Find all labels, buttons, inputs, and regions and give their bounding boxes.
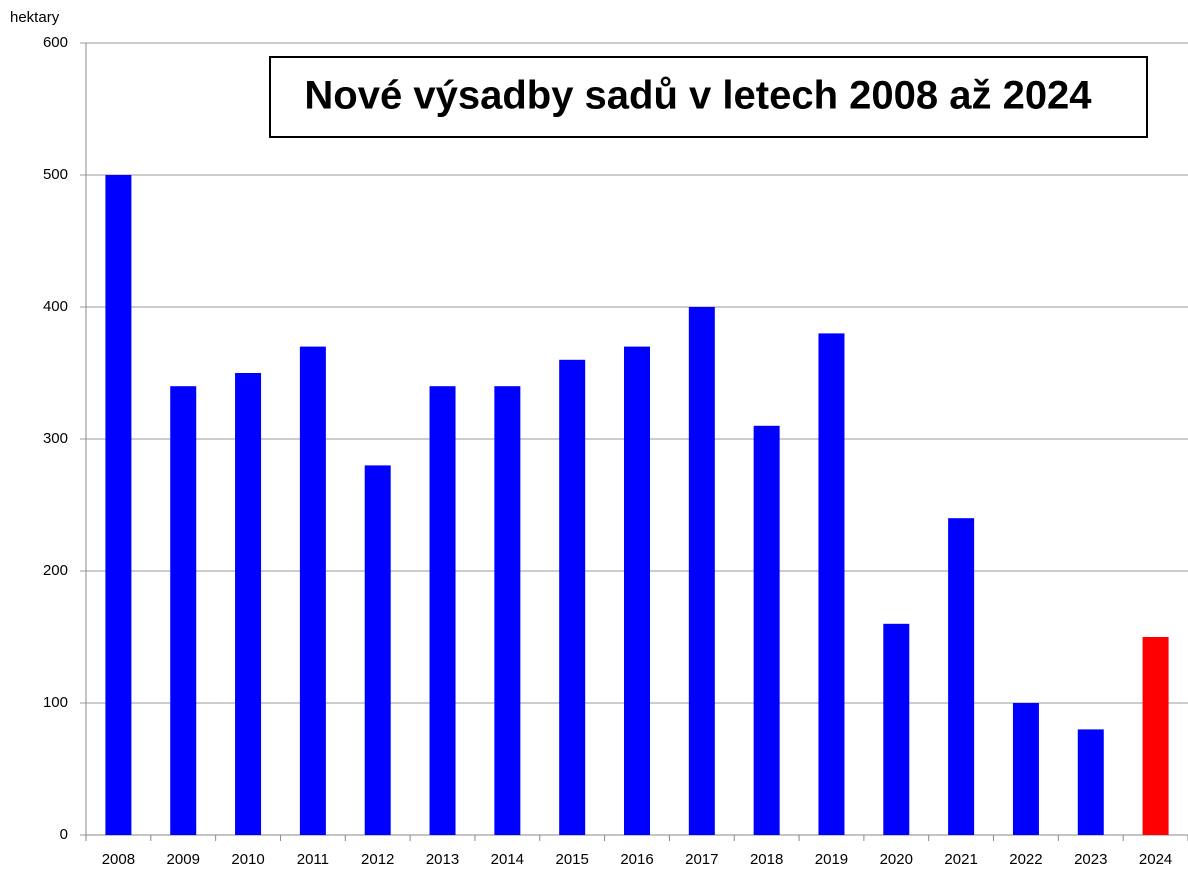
x-tick-label: 2011 [297, 851, 329, 868]
y-tick-label: 400 [43, 298, 68, 315]
x-tick-label: 2019 [815, 851, 848, 868]
bar [1077, 729, 1104, 835]
bar [299, 346, 326, 835]
bar [688, 307, 715, 835]
x-tick-label: 2013 [426, 851, 459, 868]
y-tick-label: 500 [43, 166, 68, 183]
bar [364, 465, 391, 835]
x-tick-label: 2017 [685, 851, 718, 868]
x-tick-label: 2020 [880, 851, 913, 868]
bar [170, 386, 197, 835]
bar [753, 425, 780, 835]
x-tick-label: 2018 [750, 851, 783, 868]
bar [559, 359, 586, 835]
y-tick-label: 600 [43, 34, 68, 51]
bar [105, 175, 132, 835]
x-tick-label: 2014 [491, 851, 524, 868]
x-tick-label: 2021 [944, 851, 977, 868]
y-tick-label: 0 [60, 826, 68, 843]
chart-title: Nové výsadby sadů v letech 2008 až 2024 [304, 74, 1092, 118]
y-tick-label: 300 [43, 430, 68, 447]
bar [429, 386, 456, 835]
y-axis-label: hektary [10, 9, 60, 26]
x-tick-label: 2012 [361, 851, 394, 868]
x-tick-label: 2023 [1074, 851, 1107, 868]
x-tick-label: 2016 [620, 851, 653, 868]
x-tick-label: 2008 [102, 851, 135, 868]
x-tick-label: 2024 [1139, 851, 1172, 868]
x-tick-label: 2010 [231, 851, 264, 868]
bar [948, 518, 975, 835]
x-tick-label: 2015 [555, 851, 588, 868]
bar [624, 346, 650, 835]
y-tick-label: 200 [43, 562, 68, 579]
y-tick-label: 100 [43, 694, 68, 711]
bar [883, 623, 910, 835]
x-tick-label: 2022 [1009, 851, 1042, 868]
bar [1012, 703, 1039, 835]
bar [235, 373, 262, 835]
bar [1142, 637, 1169, 835]
x-tick-label: 2009 [167, 851, 200, 868]
bar [818, 333, 845, 835]
title-box [269, 56, 1148, 138]
bar [494, 386, 521, 835]
